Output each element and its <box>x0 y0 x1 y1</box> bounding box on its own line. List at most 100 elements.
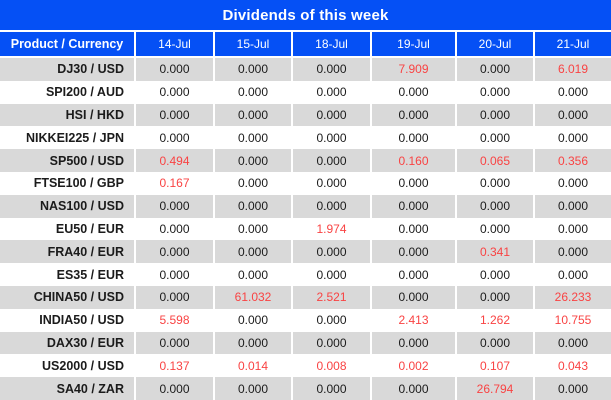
value-cell: 0.000 <box>535 80 611 104</box>
value-cell: 0.000 <box>372 240 457 264</box>
value-cell: 0.000 <box>293 58 372 81</box>
table-row: NAS100 / USD 0.000 0.000 0.000 0.000 0.000 0.0… <box>0 194 611 218</box>
column-header-date: 20-Jul <box>457 32 535 56</box>
table-row: FTSE100 / GBP 0.167 0.000 0.000 0.000 0.000 0.… <box>0 171 611 195</box>
product-cell: NIKKEI225 / JPN <box>0 126 136 150</box>
value-cell: 0.000 <box>372 194 457 218</box>
value-cell: 0.000 <box>457 331 535 355</box>
value-cell: 1.974 <box>293 217 372 241</box>
value-cell: 0.167 <box>136 171 215 195</box>
table-row: SPI200 / AUD 0.000 0.000 0.000 0.000 0.000 0.0… <box>0 80 611 104</box>
product-cell: SP500 / USD <box>0 149 136 172</box>
value-cell: 1.262 <box>457 308 535 332</box>
value-cell: 0.000 <box>457 126 535 150</box>
value-cell: 0.000 <box>293 194 372 218</box>
value-cell: 0.000 <box>215 377 293 400</box>
table-row: CHINA50 / USD 0.000 61.032 2.521 0.000 0.000 2… <box>0 285 611 309</box>
value-cell: 0.000 <box>535 194 611 218</box>
value-cell: 0.000 <box>293 171 372 195</box>
value-cell: 0.000 <box>457 80 535 104</box>
value-cell: 0.160 <box>372 149 457 172</box>
table-row: INDIA50 / USD 5.598 0.000 0.000 2.413 1.262 10… <box>0 308 611 332</box>
product-cell: SA40 / ZAR <box>0 377 136 400</box>
value-cell: 0.000 <box>293 308 372 332</box>
product-cell: FRA40 / EUR <box>0 240 136 264</box>
column-header-date: 18-Jul <box>293 32 372 56</box>
value-cell: 0.000 <box>457 194 535 218</box>
value-cell: 0.000 <box>293 149 372 172</box>
value-cell: 0.000 <box>293 240 372 264</box>
value-cell: 0.000 <box>372 126 457 150</box>
widget-title-bar: Dividends of this week <box>0 0 611 30</box>
value-cell: 0.000 <box>136 377 215 400</box>
column-header-date: 19-Jul <box>372 32 457 56</box>
value-cell: 0.000 <box>293 263 372 286</box>
value-cell: 0.000 <box>535 377 611 400</box>
value-cell: 0.000 <box>535 126 611 150</box>
value-cell: 0.000 <box>535 217 611 241</box>
value-cell: 0.000 <box>215 217 293 241</box>
product-cell: FTSE100 / GBP <box>0 171 136 195</box>
table-row: US2000 / USD 0.137 0.014 0.008 0.002 0.107 0.0… <box>0 354 611 378</box>
value-cell: 0.000 <box>372 377 457 400</box>
value-cell: 0.000 <box>136 263 215 286</box>
value-cell: 0.000 <box>535 240 611 264</box>
value-cell: 0.000 <box>293 80 372 104</box>
value-cell: 0.000 <box>372 80 457 104</box>
value-cell: 0.000 <box>215 58 293 81</box>
product-cell: US2000 / USD <box>0 354 136 378</box>
column-header-product-currency: Product / Currency <box>0 32 136 56</box>
table-row: ES35 / EUR 0.000 0.000 0.000 0.000 0.000 0.000 <box>0 263 611 286</box>
value-cell: 0.000 <box>215 80 293 104</box>
table-row: EU50 / EUR 0.000 0.000 1.974 0.000 0.000 0.000 <box>0 217 611 241</box>
value-cell: 0.000 <box>136 58 215 81</box>
value-cell: 0.000 <box>293 126 372 150</box>
column-header-date: 14-Jul <box>136 32 215 56</box>
value-cell: 0.000 <box>215 126 293 150</box>
value-cell: 26.233 <box>535 285 611 309</box>
value-cell: 0.000 <box>372 263 457 286</box>
table-row: DJ30 / USD 0.000 0.000 0.000 7.909 0.000 6.019 <box>0 58 611 81</box>
table-row: SP500 / USD 0.494 0.000 0.000 0.160 0.065 0.35… <box>0 149 611 172</box>
value-cell: 0.000 <box>293 377 372 400</box>
value-cell: 0.000 <box>136 240 215 264</box>
column-header-date: 21-Jul <box>535 32 611 56</box>
value-cell: 0.000 <box>372 103 457 127</box>
product-cell: NAS100 / USD <box>0 194 136 218</box>
product-cell: ES35 / EUR <box>0 263 136 286</box>
value-cell: 61.032 <box>215 285 293 309</box>
table-row: NIKKEI225 / JPN 0.000 0.000 0.000 0.000 0.000… <box>0 126 611 150</box>
value-cell: 0.000 <box>136 217 215 241</box>
value-cell: 0.000 <box>136 285 215 309</box>
value-cell: 0.000 <box>372 217 457 241</box>
value-cell: 0.000 <box>215 240 293 264</box>
value-cell: 2.413 <box>372 308 457 332</box>
value-cell: 0.000 <box>372 285 457 309</box>
dividends-table: Product / Currency 14-Jul 15-Jul 18-Jul 19-… <box>0 32 611 400</box>
widget-title: Dividends of this week <box>222 6 389 24</box>
value-cell: 0.000 <box>136 126 215 150</box>
value-cell: 0.000 <box>215 331 293 355</box>
value-cell: 0.000 <box>535 103 611 127</box>
value-cell: 0.000 <box>136 194 215 218</box>
product-cell: SPI200 / AUD <box>0 80 136 104</box>
table-row: HSI / HKD 0.000 0.000 0.000 0.000 0.000 0.000 <box>0 103 611 127</box>
value-cell: 0.000 <box>215 308 293 332</box>
value-cell: 0.000 <box>215 103 293 127</box>
value-cell: 10.755 <box>535 308 611 332</box>
value-cell: 5.598 <box>136 308 215 332</box>
value-cell: 0.356 <box>535 149 611 172</box>
value-cell: 0.000 <box>457 58 535 81</box>
value-cell: 0.000 <box>293 103 372 127</box>
value-cell: 0.000 <box>372 331 457 355</box>
value-cell: 0.002 <box>372 354 457 378</box>
value-cell: 0.000 <box>457 263 535 286</box>
value-cell: 0.341 <box>457 240 535 264</box>
value-cell: 0.494 <box>136 149 215 172</box>
value-cell: 7.909 <box>372 58 457 81</box>
product-cell: DAX30 / EUR <box>0 331 136 355</box>
value-cell: 0.000 <box>457 103 535 127</box>
value-cell: 0.008 <box>293 354 372 378</box>
product-cell: HSI / HKD <box>0 103 136 127</box>
